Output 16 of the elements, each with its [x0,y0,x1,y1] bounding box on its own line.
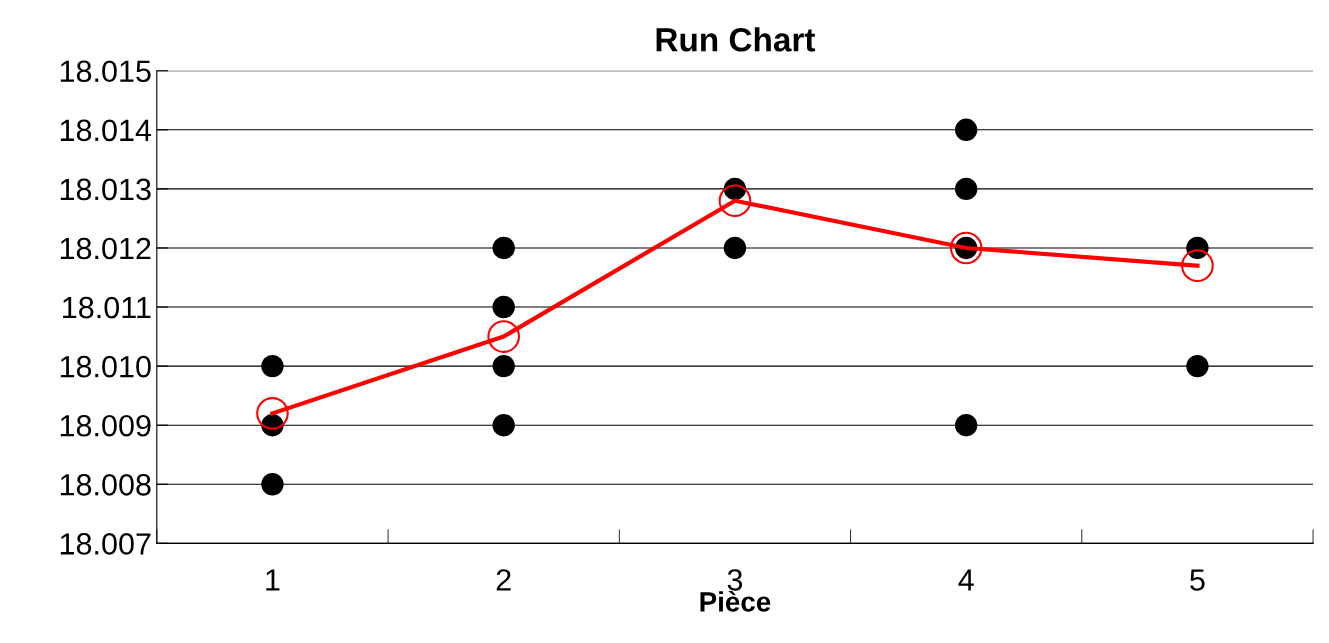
x-tick-label: 3 [727,569,743,591]
y-tick-label: 18.008 [60,473,151,496]
y-tick-label: 18.011 [63,296,151,319]
y-tick-label: 18.013 [60,178,151,201]
y-tick-label: 18.007 [60,533,151,555]
y-tick-label: 18.010 [60,355,151,378]
chart-title: Run Chart [656,27,816,52]
y-tick-label: 18.015 [60,60,151,83]
y-tick-label: 18.012 [60,237,151,260]
x-tick-label: 2 [496,569,511,591]
x-tick-label: 4 [958,569,974,591]
x-tick-label: 1 [266,569,280,591]
x-tick-label: 5 [1190,569,1205,591]
y-tick-label: 18.009 [60,414,151,437]
y-tick-label: 18.014 [60,119,152,142]
x-axis-title: Pièce [700,591,771,612]
